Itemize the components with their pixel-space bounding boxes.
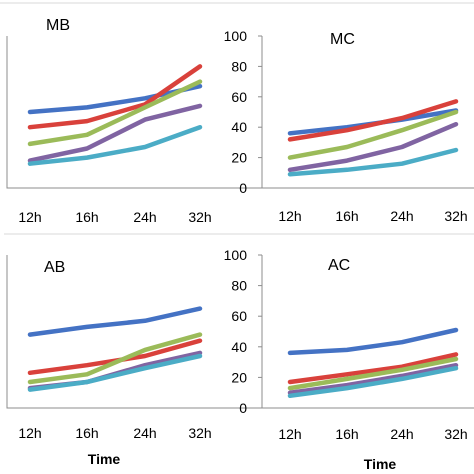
y-tick-label: 40: [231, 339, 247, 355]
series-line-3-ab: [27, 332, 203, 385]
series-line-4-ac: [287, 362, 459, 395]
y-tick-label: 20: [231, 150, 247, 166]
series-line-5-mb: [27, 124, 203, 166]
y-tick-label: 60: [231, 89, 247, 105]
chart-panel-ab: AB Time 12h 16h 24h 32h: [6, 255, 474, 467]
series-line-1-ac: [287, 327, 459, 356]
y-tick-label: 80: [231, 58, 247, 74]
chart-panel-mb: MB 12h 16h 24h 32h: [6, 17, 474, 225]
x-tick-label: 12h: [278, 208, 301, 224]
series-line-3-ac: [287, 356, 459, 391]
y-tick-label: 0: [239, 180, 247, 196]
x-tick-label: 24h: [133, 425, 156, 441]
y-tick-label: 20: [231, 369, 247, 385]
series-line-5-ac: [287, 365, 459, 399]
x-tick-label: 32h: [188, 425, 211, 441]
chart-title-ac: AC: [328, 257, 350, 274]
y-tick-label: 100: [224, 247, 248, 263]
x-axis-title-ac: Time: [364, 456, 397, 472]
y-tick-label: 40: [231, 119, 247, 135]
x-tick-label: 12h: [18, 425, 41, 441]
chart-panel-mc: MC 0 20 40 60 80 100 12h 16h 24h 32h: [224, 28, 474, 224]
x-axis-title-ab: Time: [88, 451, 121, 467]
series-line-4-mc: [287, 121, 459, 173]
x-tick-label: 24h: [133, 209, 156, 225]
series-line-2-mb: [27, 64, 203, 130]
y-tick-label: 80: [231, 278, 247, 294]
x-tick-label: 32h: [444, 208, 467, 224]
x-tick-label: 16h: [335, 208, 358, 224]
x-tick-label: 16h: [335, 426, 358, 442]
chart-panel-ac: AC Time 0 20 40 60 80 100 12h 16h 24h 32h: [224, 247, 474, 472]
chart-title-ab: AB: [44, 259, 65, 276]
x-tick-label: 16h: [75, 425, 98, 441]
x-tick-label: 12h: [18, 209, 41, 225]
chart-title-mb: MB: [46, 17, 70, 34]
chart-title-mc: MC: [330, 31, 355, 48]
x-tick-label: 24h: [390, 426, 413, 442]
series-line-5-mc: [287, 147, 459, 177]
y-tick-label: 100: [224, 28, 248, 44]
x-tick-label: 32h: [444, 426, 467, 442]
x-tick-label: 16h: [75, 209, 98, 225]
series-line-3-mb: [27, 79, 203, 147]
x-tick-label: 32h: [188, 209, 211, 225]
y-tick-label: 60: [231, 308, 247, 324]
series-line-2-mc: [287, 99, 459, 142]
y-tick-label: 0: [239, 400, 247, 416]
x-tick-label: 24h: [390, 208, 413, 224]
series-line-1-ab: [27, 306, 203, 337]
x-tick-label: 12h: [278, 426, 301, 442]
series-line-4-mb: [27, 103, 203, 163]
series-line-2-ac: [287, 352, 459, 385]
series-line-5-ab: [27, 353, 203, 392]
series-line-3-mc: [287, 109, 459, 160]
